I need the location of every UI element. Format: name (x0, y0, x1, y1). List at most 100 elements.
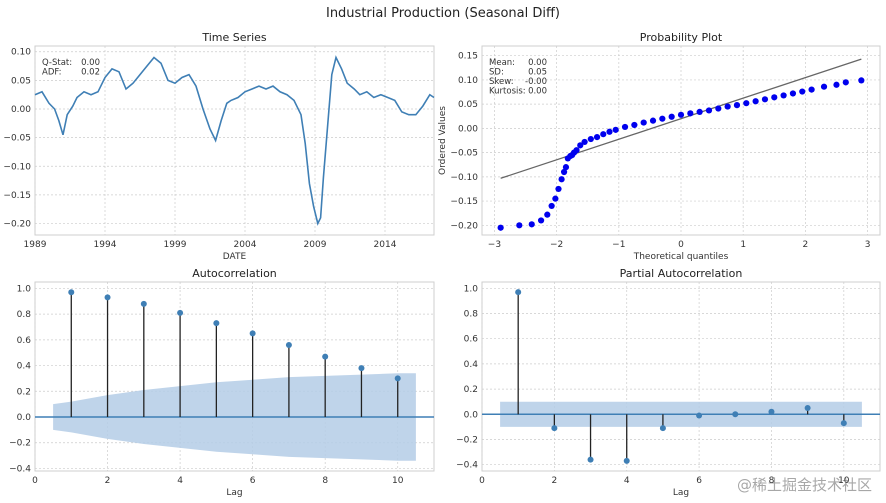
stem-marker (249, 330, 256, 337)
stat-value: 0.00 (528, 58, 547, 68)
data-point (587, 135, 594, 143)
stem-marker (104, 294, 111, 301)
panel-pp: −3 −2 −1 0 1 2 3−0.20−0.15−0.10−0.050.000.050.… (438, 31, 881, 262)
y-tick-label: 0.00 (11, 105, 31, 115)
x-tick-label: 2 (105, 476, 111, 486)
stat-label: Skew: (489, 77, 514, 87)
data-point (668, 113, 675, 120)
data-point (789, 90, 797, 97)
x-tick-label: 6 (250, 476, 256, 486)
y-tick-label: −0.20 (3, 220, 31, 230)
x-tick-label: 1 (740, 240, 746, 250)
data-point (649, 117, 657, 124)
data-point (833, 81, 840, 88)
stat-value: -0.00 (525, 77, 547, 87)
data-point (677, 111, 685, 118)
stem-marker (140, 300, 147, 307)
data-point (687, 110, 694, 117)
stem-marker (732, 411, 739, 418)
x-tick-label: 6 (696, 476, 702, 486)
data-point (752, 98, 759, 105)
data-point (544, 211, 551, 218)
stat-value: 0.02 (81, 68, 100, 78)
y-tick-label: −0.10 (450, 173, 478, 183)
x-tick-label: 10 (838, 476, 850, 486)
data-point (724, 103, 731, 110)
stem-marker (515, 289, 522, 296)
watermark: @稀土掘金技术社区 (736, 476, 872, 494)
x-tick-label: 2004 (234, 240, 257, 250)
panel-title: Autocorrelation (192, 267, 277, 280)
y-tick-label: −0.4 (9, 464, 31, 474)
stem-marker (587, 456, 594, 463)
data-point (516, 222, 523, 229)
data-point (552, 195, 559, 202)
stat-value: 0.05 (528, 68, 547, 78)
y-tick-label: −0.20 (450, 221, 478, 231)
plot-area (481, 281, 881, 472)
data-point (548, 202, 555, 210)
stem-marker (177, 309, 184, 316)
panel-title: Time Series (201, 31, 267, 44)
data-point (621, 123, 629, 131)
data-point (555, 185, 562, 193)
x-tick-label: 8 (769, 476, 775, 486)
y-tick-label: −0.15 (450, 197, 478, 207)
data-point (581, 138, 588, 146)
stem-marker (285, 342, 292, 348)
panel-title: Partial Autocorrelation (620, 267, 743, 280)
data-point (820, 83, 828, 90)
stat-label: Kurtosis: (489, 87, 526, 97)
y-tick-label: 1.0 (17, 284, 32, 294)
series-line (34, 55, 435, 226)
x-tick-label: 10 (392, 476, 404, 486)
x-tick-label: 0 (32, 476, 38, 486)
stem-marker (358, 365, 365, 372)
data-point (600, 131, 607, 138)
x-axis-label: Theoretical quantiles (633, 252, 729, 262)
y-axis-label: Ordered Values (438, 106, 448, 175)
y-tick-label: 0.8 (464, 310, 479, 320)
data-point (612, 126, 619, 133)
data-point (497, 224, 504, 231)
stem-marker (768, 408, 775, 415)
data-point (528, 221, 535, 228)
stem-marker (696, 412, 703, 419)
y-tick-label: 0.6 (464, 335, 479, 345)
data-point (558, 176, 565, 183)
panel-title: Probability Plot (640, 31, 723, 44)
data-point (640, 119, 647, 126)
x-tick-label: 8 (322, 476, 328, 486)
figure-title: Industrial Production (Seasonal Diff) (326, 6, 560, 21)
y-tick-label: 0.8 (17, 310, 32, 320)
x-tick-label: 2 (803, 240, 809, 250)
y-tick-label: 0.4 (17, 362, 32, 372)
x-tick-label: 1994 (94, 240, 117, 250)
panel-ts: 1989 1994 1999 2004 2009 2014 −0.20 −0.15 −0.10 −… (3, 31, 435, 262)
x-tick-label: 2014 (374, 240, 397, 250)
y-tick-label: 0.05 (11, 76, 31, 86)
stat-label: Q-Stat: (42, 58, 72, 68)
x-tick-label: 2 (551, 476, 557, 486)
data-point (560, 168, 568, 176)
x-tick-label: 4 (624, 476, 630, 486)
stem-marker (623, 457, 630, 464)
y-tick-label: 0.4 (464, 360, 479, 370)
panel-acf: 0 2 4 6 8 10 −0.4 −0.2 0.0 0.2 0.4 0.6 0.8 1.0 Autocor… (9, 267, 435, 498)
data-point (573, 147, 580, 154)
data-point (858, 77, 865, 84)
x-tick-label: −2 (550, 240, 563, 250)
x-tick-label: 4 (177, 476, 183, 486)
y-tick-label: 1.0 (464, 284, 479, 294)
stat-value: 0.00 (528, 87, 547, 97)
y-tick-label: 0.2 (17, 387, 31, 397)
x-tick-label: −1 (612, 240, 625, 250)
data-point (799, 88, 806, 95)
x-tick-label: 0 (678, 240, 684, 250)
stem-marker (551, 425, 558, 432)
data-point (537, 217, 545, 224)
y-tick-label: −0.05 (3, 134, 31, 144)
y-tick-label: −0.05 (450, 149, 478, 159)
stem-marker (68, 289, 75, 296)
